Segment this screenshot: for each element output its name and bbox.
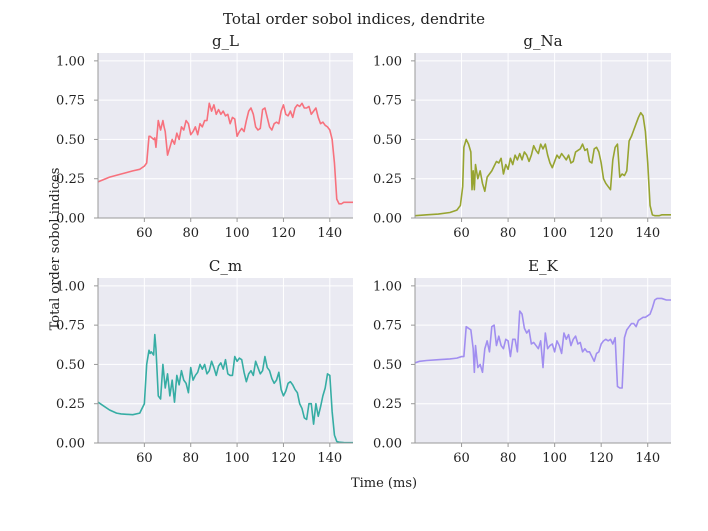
series-line-g-l bbox=[97, 102, 353, 205]
y-tick-label: 0.00 bbox=[373, 437, 402, 452]
subplot-title: g_L bbox=[212, 32, 239, 50]
plot-background bbox=[98, 53, 353, 218]
x-tick-label: 100 bbox=[542, 451, 567, 466]
subplot-g-l: 60 80 100 120 140 0.00 0.25 0.50 0.75 1.00 g_L bbox=[56, 32, 353, 241]
y-tick-label: 0.50 bbox=[373, 133, 402, 148]
subplot-grid: 60 80 100 120 140 0.00 0.25 0.50 0.75 1.00 g_L 60 80… bbox=[56, 32, 671, 466]
x-tick-label: 100 bbox=[225, 226, 250, 241]
y-tick-label: 0.75 bbox=[56, 319, 85, 334]
x-tick-label: 140 bbox=[635, 226, 660, 241]
x-tick-label: 80 bbox=[500, 451, 517, 466]
y-tick-label: 0.50 bbox=[56, 133, 85, 148]
x-tick-label: 80 bbox=[500, 226, 517, 241]
y-tick-label: 0.25 bbox=[373, 172, 402, 187]
y-tick-label: 0.50 bbox=[373, 358, 402, 373]
y-axis-label: Total order sobol indices bbox=[48, 168, 63, 331]
figure-title: Total order sobol indices, dendrite bbox=[223, 10, 485, 28]
y-tick-label: 0.00 bbox=[373, 212, 402, 227]
x-tick-label: 120 bbox=[589, 226, 614, 241]
subplot-c-m: 60 80 100 120 140 0.00 0.25 0.50 0.75 1.00 C_m bbox=[56, 257, 353, 466]
x-tick-label: 60 bbox=[453, 226, 470, 241]
plot-background bbox=[415, 53, 671, 218]
x-tick-label: 120 bbox=[589, 451, 614, 466]
x-tick-label: 120 bbox=[271, 226, 296, 241]
x-tick-label: 60 bbox=[136, 451, 153, 466]
y-tick-label: 0.75 bbox=[373, 319, 402, 334]
x-tick-label: 60 bbox=[453, 451, 470, 466]
x-tick-label: 140 bbox=[317, 451, 342, 466]
x-tick-label: 60 bbox=[136, 226, 153, 241]
y-tick-label: 0.25 bbox=[373, 397, 402, 412]
x-tick-label: 140 bbox=[635, 451, 660, 466]
subplot-e-k: 60 80 100 120 140 0.00 0.25 0.50 0.75 1.00 E_K bbox=[373, 257, 671, 466]
series-line-e-k bbox=[414, 297, 671, 389]
y-tick-label: 1.00 bbox=[56, 279, 85, 294]
y-tick-label: 1.00 bbox=[56, 54, 85, 69]
x-tick-label: 140 bbox=[317, 226, 342, 241]
y-tick-label: 1.00 bbox=[373, 279, 402, 294]
x-tick-label: 100 bbox=[542, 226, 567, 241]
y-tick-label: 0.25 bbox=[56, 172, 85, 187]
y-tick-label: 0.50 bbox=[56, 358, 85, 373]
subplot-title: C_m bbox=[209, 257, 242, 275]
y-tick-label: 0.00 bbox=[56, 437, 85, 452]
x-axis-label: Time (ms) bbox=[351, 476, 417, 491]
x-tick-label: 80 bbox=[182, 451, 199, 466]
x-tick-label: 100 bbox=[225, 451, 250, 466]
series-line-g-na bbox=[414, 111, 671, 217]
series-line-c-m bbox=[97, 333, 353, 444]
x-tick-label: 120 bbox=[271, 451, 296, 466]
y-tick-label: 0.75 bbox=[56, 94, 85, 109]
subplot-title: g_Na bbox=[523, 32, 562, 50]
y-tick-label: 0.75 bbox=[373, 94, 402, 109]
subplot-title: E_K bbox=[528, 257, 558, 275]
y-tick-label: 1.00 bbox=[373, 54, 402, 69]
subplot-g-na: 60 80 100 120 140 0.00 0.25 0.50 0.75 1.00 g_Na bbox=[373, 32, 671, 241]
x-tick-label: 80 bbox=[182, 226, 199, 241]
y-tick-label: 0.00 bbox=[56, 212, 85, 227]
y-tick-label: 0.25 bbox=[56, 397, 85, 412]
